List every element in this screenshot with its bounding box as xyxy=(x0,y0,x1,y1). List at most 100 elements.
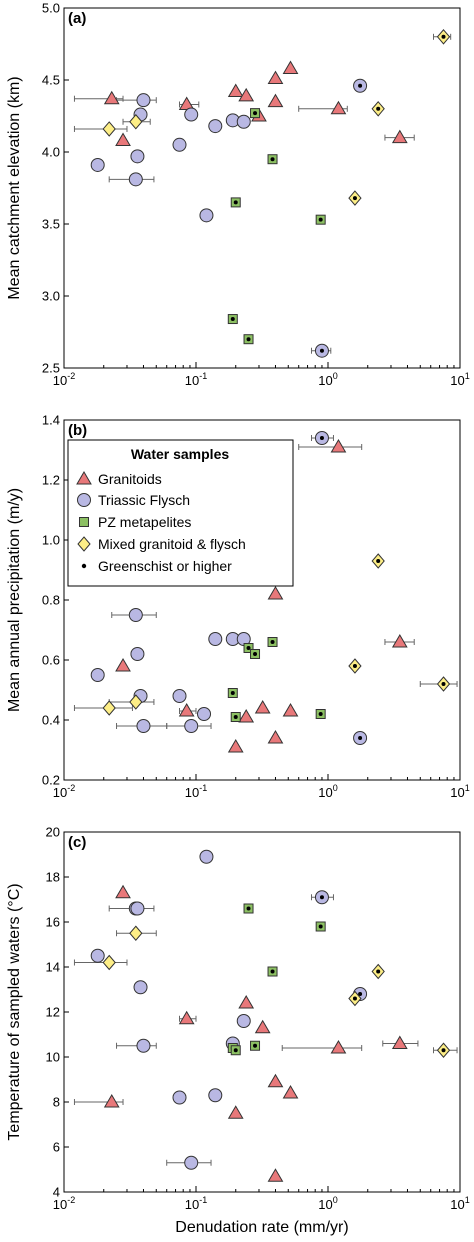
y-tick-label: 1.2 xyxy=(42,473,60,488)
data-point-diamond xyxy=(371,963,385,980)
plot-area-a xyxy=(63,7,461,369)
data-point-circle xyxy=(184,107,199,122)
error-bar xyxy=(73,125,128,132)
x-tick-label: 100 xyxy=(318,371,337,388)
data-point-triangle xyxy=(238,87,255,102)
data-point-circle xyxy=(208,1088,223,1103)
y-ticks-b: 0.2 0.4 0.6 0.8 1.0 1.2 1.4 xyxy=(42,413,69,788)
data-point-square xyxy=(250,108,261,119)
data-point-triangle xyxy=(282,703,299,717)
data-point-circle xyxy=(136,719,151,733)
panel-a: (a) Mean catchment elevation (km) 2.5 3.0… xyxy=(6,1,470,389)
x-tick-label: 10-2 xyxy=(53,1195,75,1212)
x-tick-label: 101 xyxy=(450,1195,469,1212)
data-point-circle xyxy=(208,119,223,134)
x-tick-label: 100 xyxy=(318,783,337,800)
data-point-triangle xyxy=(227,83,244,98)
legend-marker-circle xyxy=(77,493,91,507)
greenschist-dot xyxy=(358,736,363,740)
data-point-circle xyxy=(184,1155,199,1170)
data-point-square xyxy=(227,688,238,698)
greenschist-dot xyxy=(246,337,251,342)
data-point-triangle xyxy=(227,739,244,753)
data-point-diamond xyxy=(348,990,362,1007)
data-point-square xyxy=(230,197,241,208)
legend-circle-symbol xyxy=(77,493,91,507)
y-tick-label: 2.5 xyxy=(42,361,60,376)
panel-c: (c) Temperature of sampled waters (°C) D… xyxy=(6,825,470,1237)
data-point-triangle xyxy=(103,90,120,105)
y-tick-label: 6 xyxy=(53,1140,60,1155)
legend-diamond-symbol xyxy=(77,536,91,552)
legend-marker-dot xyxy=(81,563,87,569)
data-point-circle xyxy=(172,689,187,703)
y-tick-label: 20 xyxy=(46,825,60,840)
data-point-triangle xyxy=(330,100,347,115)
y-tick-label: 8 xyxy=(53,1095,60,1110)
legend-square-symbol xyxy=(79,517,89,527)
legend-label-mixed: Mixed granitoid & flysch xyxy=(98,536,246,552)
data-point-diamond xyxy=(102,954,116,971)
data-point-triangle xyxy=(227,1105,244,1119)
data-point-circle xyxy=(128,608,143,622)
y-tick-label: 1.0 xyxy=(42,533,60,548)
data-point-square xyxy=(267,154,278,165)
data-point-diamond xyxy=(102,700,116,716)
data-point-circle xyxy=(199,208,214,223)
data-point-triangle xyxy=(115,884,131,899)
data-point-circle xyxy=(136,93,151,108)
data-point-triangle xyxy=(115,658,131,672)
y-tick-label: 0.2 xyxy=(42,773,60,788)
y-tick-label: 1.4 xyxy=(42,413,60,428)
data-point-circle xyxy=(130,149,145,164)
data-point-circle xyxy=(314,890,329,905)
y-tick-label: 3.5 xyxy=(42,217,60,232)
y-tick-label: 10 xyxy=(46,1050,60,1065)
data-point-triangle xyxy=(330,439,347,453)
data-point-circle xyxy=(353,731,368,745)
greenschist-dot xyxy=(352,996,357,1001)
greenschist-dot xyxy=(441,682,446,686)
greenschist-dot xyxy=(270,157,275,162)
panel-label-b: (b) xyxy=(68,422,87,439)
data-point-triangle xyxy=(391,129,408,144)
points-a xyxy=(90,29,451,358)
data-point-circle xyxy=(172,137,187,152)
data-point-circle xyxy=(236,114,251,129)
legend-entry-granitoids: Granitoids xyxy=(76,471,162,487)
y-axis-label-a: Mean catchment elevation (km) xyxy=(6,76,23,299)
greenschist-dot xyxy=(358,992,363,996)
greenschist-dot xyxy=(318,712,323,716)
legend-entry-mixed: Mixed granitoid & flysch xyxy=(77,536,246,552)
data-point-triangle xyxy=(238,995,255,1009)
greenschist-dot xyxy=(230,691,235,695)
error-bar xyxy=(281,1045,363,1051)
data-point-square xyxy=(230,1045,241,1056)
data-point-triangle xyxy=(267,586,284,600)
data-point-triangle xyxy=(267,70,284,85)
data-point-circle xyxy=(90,668,105,682)
legend-title: Water samples xyxy=(131,446,230,462)
data-point-diamond xyxy=(436,29,451,45)
data-point-square xyxy=(315,921,326,932)
greenschist-dot xyxy=(319,436,324,440)
y-tick-label: 3.0 xyxy=(42,289,60,304)
greenschist-dot xyxy=(233,715,238,719)
greenschist-dot xyxy=(230,317,235,322)
x-tick-label: 101 xyxy=(450,371,469,388)
data-point-triangle xyxy=(254,700,271,714)
panel-label-c: (c) xyxy=(68,834,86,851)
data-point-diamond xyxy=(129,113,143,130)
data-point-circle xyxy=(199,849,214,864)
data-point-triangle xyxy=(115,132,131,146)
legend-entry-greenschist: Greenschist or higher xyxy=(81,558,232,574)
data-point-diamond xyxy=(129,694,143,710)
data-point-square xyxy=(267,966,278,977)
legend-label-granitoids: Granitoids xyxy=(98,471,162,487)
panel-b: (b) Mean annual precipitation (m/y) 0.20… xyxy=(6,413,470,801)
data-point-circle xyxy=(133,980,148,995)
legend-triangle-symbol xyxy=(76,471,92,485)
data-point-circle xyxy=(172,1090,187,1105)
data-point-square xyxy=(250,1040,261,1051)
